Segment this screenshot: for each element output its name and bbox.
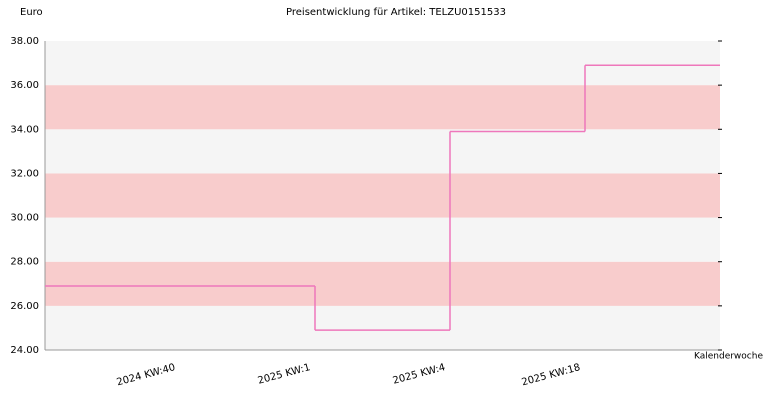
y-axis-label: Euro <box>20 7 43 18</box>
band <box>45 305 720 350</box>
y-tick-label: 30.00 <box>10 213 39 224</box>
y-tick-label: 28.00 <box>10 257 39 268</box>
x-axis-label: Kalenderwoche <box>694 352 763 362</box>
y-tick-label: 36.00 <box>10 80 39 91</box>
y-tick-label: 32.00 <box>10 168 39 179</box>
y-tick-label: 24.00 <box>10 345 39 356</box>
band <box>45 85 720 130</box>
band <box>45 41 720 86</box>
chart-title: Preisentwicklung für Artikel: TELZU01515… <box>286 7 506 18</box>
x-tick-label: 2024 KW:40 <box>116 362 177 388</box>
x-tick-label: 2025 KW:18 <box>521 362 582 388</box>
x-tick-label: 2025 KW:4 <box>392 362 447 387</box>
band <box>45 217 720 262</box>
band <box>45 129 720 174</box>
y-tick-label: 38.00 <box>10 36 39 47</box>
y-tick-label: 34.00 <box>10 124 39 135</box>
x-tick-label: 2025 KW:1 <box>257 362 312 387</box>
band <box>45 261 720 306</box>
band <box>45 173 720 218</box>
y-tick-label: 26.00 <box>10 301 39 312</box>
